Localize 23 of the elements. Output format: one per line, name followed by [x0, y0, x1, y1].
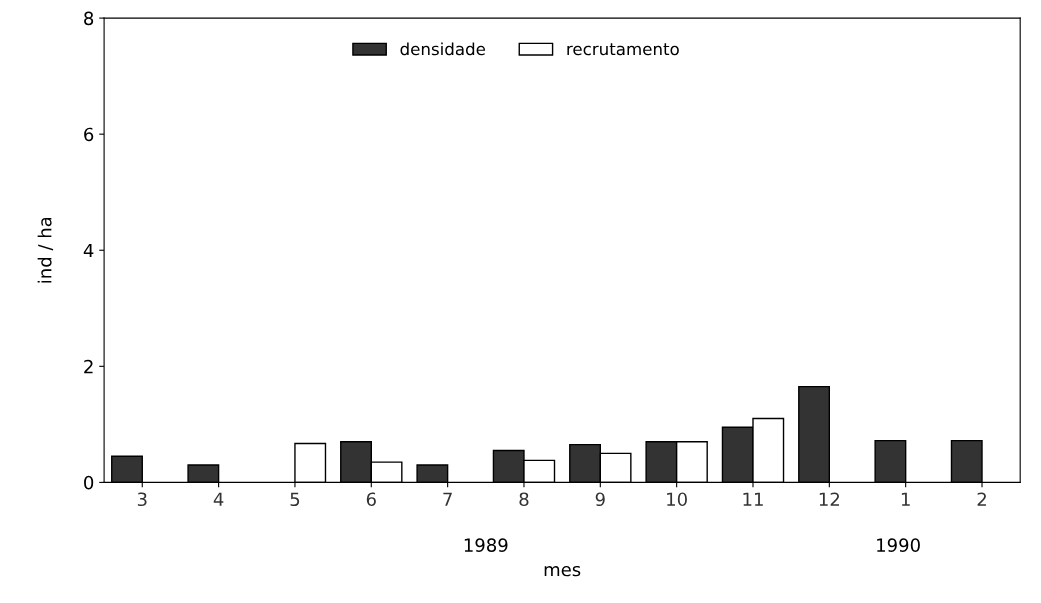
text: 1990	[877, 538, 920, 552]
x-tick-label: 5	[290, 492, 300, 507]
x-tick-label: 6	[366, 492, 376, 507]
x-tick-label: 9	[595, 492, 605, 507]
y-axis-title: ind / ha	[37, 217, 54, 283]
x-tick-label: 2	[977, 492, 986, 506]
x-tick-label: 8	[519, 492, 529, 507]
x-tick-label: 3	[137, 492, 147, 507]
x-tick-label: 7	[443, 492, 452, 506]
legend-label: densidade	[400, 42, 486, 56]
x-tick-label: 1	[901, 492, 910, 506]
x-tick-label: 4	[213, 492, 224, 506]
y-tick-label: 8	[84, 11, 94, 26]
text: 1989	[464, 538, 508, 552]
y-tick-label: 2	[84, 359, 93, 374]
y-tick-label: 0	[84, 475, 94, 490]
x-tick-label: 10	[667, 492, 687, 507]
y-tick-label: 6	[84, 127, 94, 142]
legend-label: recrutamento	[567, 43, 679, 56]
y-tick-label: 4	[83, 243, 94, 258]
x-tick-label: 11	[743, 492, 763, 506]
x-tick-label: 12	[819, 492, 840, 506]
x-axis-title: mes	[544, 565, 581, 577]
